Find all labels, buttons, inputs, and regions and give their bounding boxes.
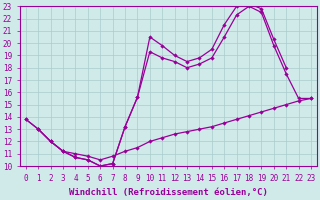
- X-axis label: Windchill (Refroidissement éolien,°C): Windchill (Refroidissement éolien,°C): [69, 188, 268, 197]
